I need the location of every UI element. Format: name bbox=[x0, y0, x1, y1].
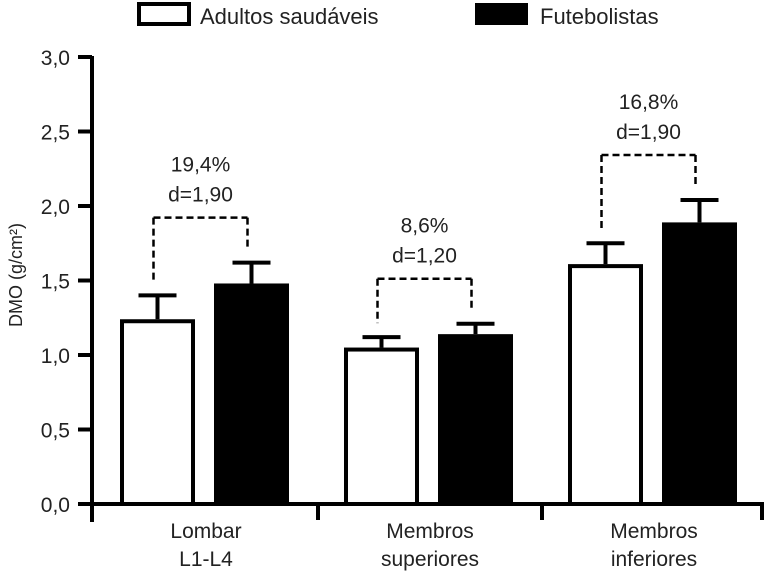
annotation-effect-size: d=1,20 bbox=[392, 245, 457, 268]
category-label: Lombar bbox=[170, 520, 241, 543]
category-label: Membros bbox=[610, 520, 698, 543]
y-tick-label: 3,0 bbox=[41, 47, 70, 70]
category-labels: Lombar L1-L4 Membros superiores Membros infer… bbox=[170, 520, 697, 571]
bar-adultos bbox=[568, 264, 643, 506]
legend-swatch-futebolistas bbox=[475, 3, 528, 25]
bar-adultos bbox=[344, 347, 419, 506]
category-label: Membros bbox=[386, 520, 474, 543]
annotation-effect-size: d=1,90 bbox=[168, 184, 233, 207]
y-tick-label: 2,0 bbox=[41, 196, 70, 219]
y-tick-label: 0,0 bbox=[41, 494, 70, 517]
y-tick-label: 2,5 bbox=[41, 122, 70, 145]
annotation-percent: 8,6% bbox=[401, 215, 449, 238]
legend-label-adultos: Adultos saudáveis bbox=[200, 4, 379, 29]
category-label: superiores bbox=[381, 548, 479, 571]
bar-futebolistas bbox=[438, 334, 513, 504]
y-tick-label: 0,5 bbox=[41, 420, 70, 443]
y-ticks: 0,0 0,5 1,0 1,5 2,0 2,5 3,0 bbox=[41, 47, 92, 517]
y-tick-label: 1,0 bbox=[41, 345, 70, 368]
category-label: L1-L4 bbox=[179, 548, 233, 571]
legend-swatch-adultos bbox=[137, 2, 191, 26]
y-tick-label: 1,5 bbox=[41, 271, 70, 294]
x-ticks bbox=[316, 504, 764, 520]
annotation-percent: 16,8% bbox=[619, 91, 679, 114]
bar-futebolistas bbox=[662, 222, 737, 504]
bar-adultos bbox=[120, 319, 195, 506]
annotation-effect-size: d=1,90 bbox=[616, 121, 681, 144]
legend-label-futebolistas: Futebolistas bbox=[540, 4, 659, 29]
y-axis-title: DMO (g/cm²) bbox=[6, 223, 26, 327]
legend: Adultos saudáveis Futebolistas bbox=[137, 2, 659, 29]
annotations: 19,4% d=1,90 8,6% d=1,20 16,8% d=1,90 bbox=[152, 91, 697, 324]
bar-futebolistas bbox=[214, 283, 289, 504]
bars bbox=[120, 198, 737, 506]
category-label: inferiores bbox=[611, 548, 697, 571]
annotation-percent: 19,4% bbox=[171, 154, 231, 177]
